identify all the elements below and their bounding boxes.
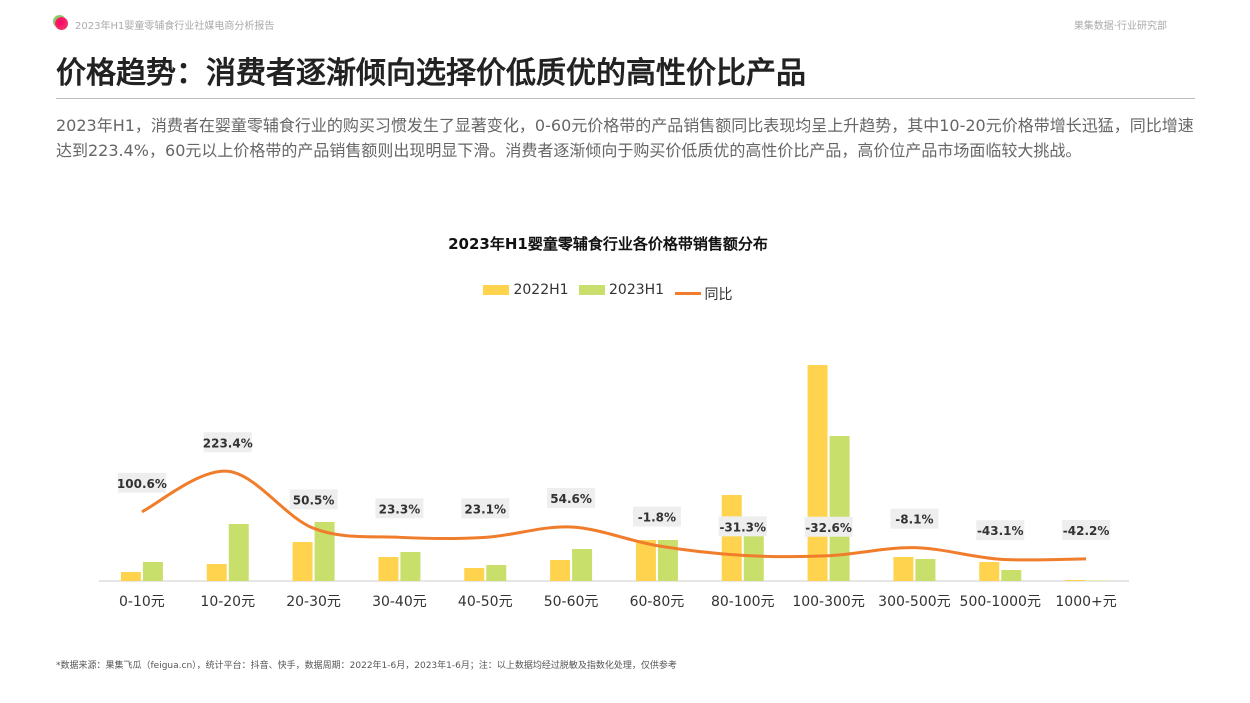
svg-text:23.1%: 23.1% bbox=[464, 502, 506, 516]
bar-2022H1 bbox=[721, 495, 742, 581]
yoy-data-label: 54.6% bbox=[547, 487, 596, 508]
bar-2023H1 bbox=[142, 562, 163, 581]
bar-2023H1 bbox=[314, 522, 335, 581]
bar-2022H1 bbox=[635, 540, 656, 581]
org-name: 果集数据·行业研究部 bbox=[1073, 21, 1167, 32]
yoy-data-label: 23.1% bbox=[461, 498, 510, 519]
x-tick-label: 20-30元 bbox=[286, 594, 341, 610]
bar-2022H1 bbox=[550, 560, 571, 581]
yoy-data-label: -31.3% bbox=[718, 516, 767, 537]
svg-text:-31.3%: -31.3% bbox=[719, 520, 766, 534]
bar-2022H1 bbox=[979, 562, 1000, 581]
yoy-data-label: 100.6% bbox=[117, 472, 167, 493]
source-note: *数据来源：果集飞瓜（feigua.cn），统计平台：抖音、快手，数据周期：20… bbox=[56, 661, 677, 671]
svg-text:54.6%: 54.6% bbox=[550, 492, 592, 506]
legend-yoy: 同比 bbox=[674, 284, 733, 304]
x-tick-label: 60-80元 bbox=[630, 594, 685, 610]
svg-text:-1.8%: -1.8% bbox=[638, 511, 676, 525]
yoy-data-label: -8.1% bbox=[890, 508, 939, 529]
x-tick-label: 100-300元 bbox=[792, 594, 865, 610]
yoy-data-label: 50.5% bbox=[289, 489, 338, 510]
yoy-data-label: -42.2% bbox=[1062, 519, 1111, 540]
report-title: 2023年H1婴童零辅食行业社媒电商分析报告 bbox=[75, 21, 275, 32]
x-tick-label: 300-500元 bbox=[878, 594, 951, 610]
x-tick-label: 40-50元 bbox=[458, 594, 513, 610]
svg-text:223.4%: 223.4% bbox=[203, 436, 253, 450]
x-tick-label: 10-20元 bbox=[200, 594, 255, 610]
svg-text:100.6%: 100.6% bbox=[117, 477, 167, 491]
bar-2023H1 bbox=[829, 436, 850, 581]
x-tick-label: 80-100元 bbox=[711, 594, 775, 610]
bar-2023H1 bbox=[657, 540, 678, 581]
chart-title: 2023年H1婴童零辅食行业各价格带销售额分布 bbox=[448, 235, 768, 253]
bar-2023H1 bbox=[1001, 570, 1022, 581]
legend-2023: 2023H1 bbox=[579, 282, 664, 298]
legend: 2022H1 2023H1 同比 bbox=[0, 282, 1216, 304]
yoy-data-label: 223.4% bbox=[203, 432, 253, 453]
yoy-data-label: -1.8% bbox=[632, 506, 681, 527]
svg-text:-8.1%: -8.1% bbox=[895, 513, 933, 527]
legend-2022: 2022H1 bbox=[483, 282, 569, 298]
bar-2022H1 bbox=[206, 564, 227, 581]
bar-2022H1 bbox=[1065, 580, 1086, 581]
bar-2023H1 bbox=[228, 524, 249, 581]
logo-icon bbox=[55, 17, 68, 30]
x-tick-label: 1000+元 bbox=[1055, 594, 1116, 610]
bar-2022H1 bbox=[893, 557, 914, 581]
svg-text:50.5%: 50.5% bbox=[293, 493, 335, 507]
bar-2023H1 bbox=[1087, 580, 1108, 581]
bar-2023H1 bbox=[743, 523, 764, 581]
yoy-data-label: -32.6% bbox=[804, 516, 853, 537]
bar-2022H1 bbox=[292, 542, 313, 581]
yoy-data-label: -43.1% bbox=[976, 520, 1025, 541]
svg-text:-32.6%: -32.6% bbox=[805, 521, 852, 535]
bar-2023H1 bbox=[486, 565, 507, 581]
bar-2022H1 bbox=[120, 572, 141, 581]
divider bbox=[56, 98, 1195, 99]
x-tick-label: 30-40元 bbox=[372, 594, 427, 610]
x-tick-label: 50-60元 bbox=[544, 594, 599, 610]
page-title: 价格趋势：消费者逐渐倾向选择价低质优的高性价比产品 bbox=[56, 56, 806, 91]
yoy-line bbox=[141, 469, 1087, 562]
x-tick-label: 0-10元 bbox=[119, 594, 165, 610]
bar-2023H1 bbox=[915, 559, 936, 581]
svg-text:-43.1%: -43.1% bbox=[977, 524, 1024, 538]
bar-2023H1 bbox=[572, 549, 593, 581]
svg-text:-42.2%: -42.2% bbox=[1063, 524, 1110, 538]
bar-2023H1 bbox=[400, 552, 421, 581]
svg-text:23.3%: 23.3% bbox=[379, 502, 421, 516]
x-tick-label: 500-1000元 bbox=[960, 594, 1041, 610]
bar-2022H1 bbox=[807, 365, 828, 581]
bar-2022H1 bbox=[378, 557, 399, 581]
yoy-data-label: 23.3% bbox=[375, 498, 424, 519]
bar-2022H1 bbox=[464, 568, 485, 581]
intro-text: 2023年H1，消费者在婴童零辅食行业的购买习惯发生了显著变化，0-60元价格带… bbox=[56, 116, 1194, 160]
